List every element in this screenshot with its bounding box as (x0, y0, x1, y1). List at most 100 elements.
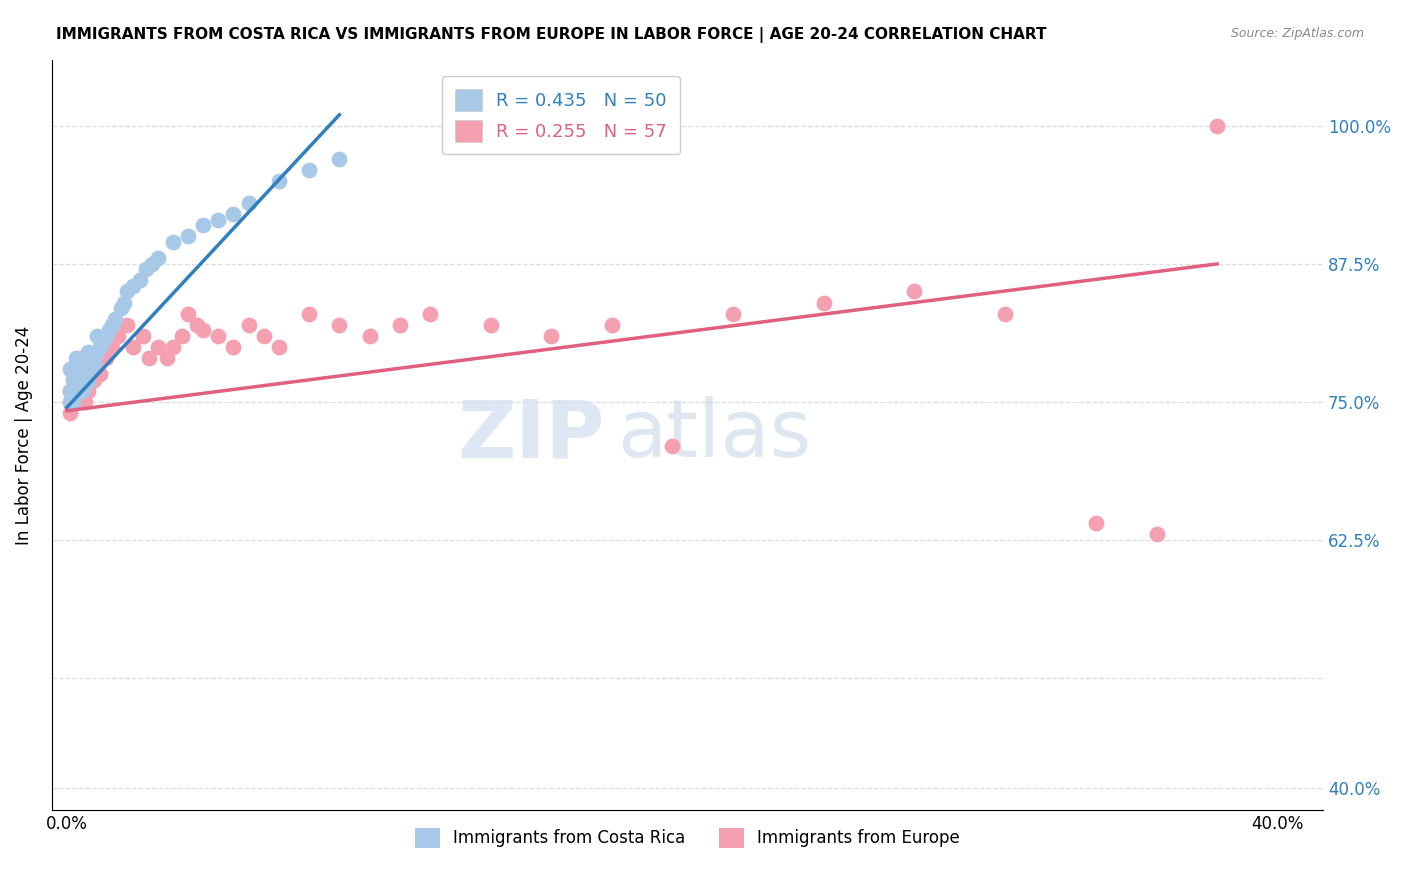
Point (83, 373, 105, 387)
Point (128, 273, 150, 287)
Point (65, 395, 87, 409)
Text: Source: ZipAtlas.com: Source: ZipAtlas.com (1230, 27, 1364, 40)
Point (540, 328, 562, 343)
Point (86, 328, 108, 343)
Point (298, 307, 321, 321)
Point (177, 307, 200, 321)
Point (238, 196, 260, 211)
Point (77, 384, 100, 398)
Point (70, 351, 93, 365)
Point (328, 152, 350, 166)
Point (59, 384, 82, 398)
Point (191, 323, 214, 337)
Point (191, 219, 214, 233)
Point (1146, 527, 1168, 541)
Point (80, 361, 103, 376)
Point (104, 312, 127, 326)
Point (59, 406, 82, 420)
Point (91, 334, 114, 348)
Text: ZIP: ZIP (457, 396, 605, 474)
Point (419, 307, 441, 321)
Point (65, 373, 87, 387)
Point (62, 373, 84, 387)
Point (77, 361, 100, 376)
Point (186, 318, 208, 332)
Point (138, 351, 160, 365)
Point (59, 384, 82, 398)
Point (146, 340, 169, 354)
Point (73, 351, 96, 365)
Point (207, 212, 229, 227)
Point (65, 384, 87, 398)
Point (73, 373, 96, 387)
Point (59, 395, 82, 409)
Point (62, 389, 84, 403)
Point (62, 368, 84, 382)
Point (70, 356, 93, 370)
Point (721, 307, 744, 321)
Point (117, 285, 139, 299)
Point (73, 384, 96, 398)
Legend: Immigrants from Costa Rica, Immigrants from Europe: Immigrants from Costa Rica, Immigrants f… (408, 821, 966, 855)
Point (222, 340, 245, 354)
Point (135, 262, 157, 277)
Point (298, 163, 321, 178)
Point (77, 345, 100, 359)
Point (65, 384, 87, 398)
Point (162, 340, 184, 354)
Point (141, 257, 163, 271)
Text: IMMIGRANTS FROM COSTA RICA VS IMMIGRANTS FROM EUROPE IN LABOR FORCE | AGE 20-24 : IMMIGRANTS FROM COSTA RICA VS IMMIGRANTS… (56, 27, 1046, 43)
Point (65, 351, 87, 365)
Point (994, 307, 1017, 321)
Point (77, 373, 100, 387)
Point (98, 323, 121, 337)
Point (67, 373, 90, 387)
Point (86, 361, 108, 376)
Point (59, 395, 82, 409)
Point (70, 384, 93, 398)
Point (101, 318, 124, 332)
Text: atlas: atlas (617, 396, 811, 474)
Point (131, 328, 153, 343)
Point (1206, 119, 1229, 133)
Point (253, 328, 276, 343)
Point (70, 361, 93, 376)
Point (89, 368, 111, 382)
Point (156, 351, 179, 365)
Point (238, 318, 260, 332)
Point (65, 373, 87, 387)
Point (162, 235, 184, 249)
Point (67, 373, 90, 387)
Point (80, 351, 103, 365)
Point (1085, 516, 1108, 531)
Point (67, 361, 90, 376)
Point (101, 340, 124, 354)
Point (600, 318, 623, 332)
Point (67, 361, 90, 376)
Point (388, 318, 411, 332)
Point (96, 328, 118, 343)
Point (170, 328, 193, 343)
Point (59, 361, 82, 376)
Point (267, 340, 290, 354)
Point (73, 368, 96, 382)
Point (62, 384, 84, 398)
Point (479, 318, 502, 332)
Point (112, 295, 135, 310)
Point (62, 361, 84, 376)
Point (207, 328, 229, 343)
Point (661, 439, 683, 453)
Point (73, 378, 96, 392)
Point (83, 356, 105, 370)
Point (222, 207, 245, 221)
Point (117, 318, 139, 332)
Point (96, 351, 118, 365)
Point (80, 361, 103, 376)
Point (70, 368, 93, 382)
Point (267, 174, 290, 188)
Point (86, 345, 108, 359)
Point (813, 295, 835, 310)
Point (107, 328, 129, 343)
Point (110, 301, 132, 315)
Point (89, 340, 111, 354)
